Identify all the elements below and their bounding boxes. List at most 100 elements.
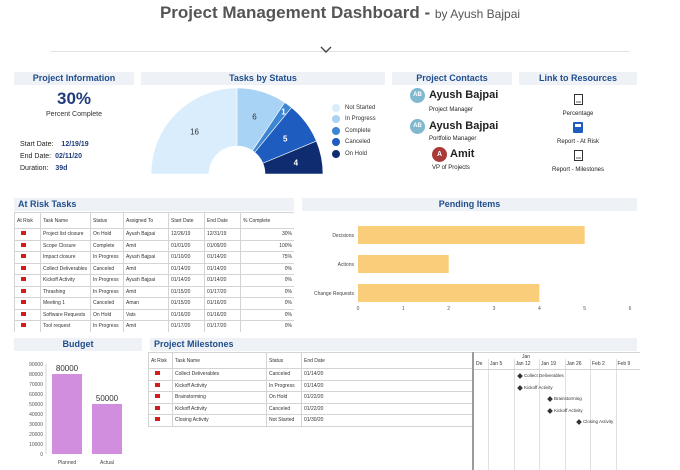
legend-label: In Progress	[345, 116, 376, 123]
table-cell: In Progress	[266, 379, 302, 392]
contacts-heading: Project Contacts	[392, 72, 512, 85]
table-cell: 100%	[240, 239, 294, 252]
legend-swatch	[332, 126, 340, 135]
status-slice-label: 1	[281, 107, 286, 116]
document-icon	[573, 94, 583, 105]
table-row[interactable]: Project list closure On Hold Ayush Bajpai 1…	[14, 228, 294, 241]
at-risk-table: At Risk Task Name Status Assigned To Start D…	[14, 212, 294, 332]
x-tick-label: 4	[538, 306, 541, 312]
table-row[interactable]: Kickoff Activity In Progress 01/14/20	[148, 379, 473, 392]
x-tick-label: 5	[583, 306, 586, 312]
table-row[interactable]: Scope Closure Complete Amit 01/01/20 01/09/2…	[14, 239, 294, 252]
budget-chart: 0 10000 20000 30000 40000 50000 60000 70000 8000…	[29, 362, 122, 466]
x-tick-label: 2	[447, 306, 450, 312]
table-cell: 01/14/20	[168, 274, 205, 287]
at-risk-cell	[14, 285, 41, 298]
flag-icon	[21, 254, 26, 259]
resource-link-percentage[interactable]: Percentage	[540, 92, 616, 117]
table-cell: 01/22/20	[301, 391, 473, 404]
table-cell: 01/15/20	[168, 297, 205, 310]
table-row[interactable]: Collect Deliverables Canceled Amit 01/14/20…	[14, 262, 294, 275]
pending-bar-decisions	[358, 226, 585, 244]
table-cell: 01/10/20	[168, 251, 205, 264]
at-risk-cell	[148, 391, 173, 404]
page-title: Project Management Dashboard - by Ayush …	[0, 3, 680, 23]
table-cell: 01/17/20	[204, 285, 241, 298]
avatar: A	[432, 147, 447, 162]
y-tick-label: 60000	[29, 392, 43, 398]
table-cell: Canceled	[90, 297, 124, 310]
contact-3[interactable]: A Amit VP of Projects	[432, 147, 522, 173]
contact-1[interactable]: AB Ayush Bajpai Project Manager	[410, 88, 520, 114]
at-risk-heading: At Risk Tasks	[14, 198, 294, 211]
y-tick-label: 50000	[29, 402, 43, 408]
at-risk-cell	[14, 297, 41, 310]
table-row[interactable]: Impact closure In Progress Ayush Bajpai 01/…	[14, 251, 294, 264]
table-cell: 0%	[240, 297, 294, 310]
category-label: Decisions	[332, 233, 354, 239]
table-cell: Closing Activity	[172, 414, 267, 427]
contact-2[interactable]: AB Ayush Bajpai Portfolio Manager	[410, 119, 520, 145]
resource-link-at-risk[interactable]: Report - At Risk	[540, 120, 616, 145]
status-slice-label: 6	[252, 113, 257, 122]
dashboard-title: Project Management Dashboard -	[159, 3, 435, 22]
table-cell: 75%	[240, 251, 294, 264]
table-cell: 01/14/20	[204, 251, 241, 264]
gantt-gridline	[615, 359, 617, 470]
milestone-diamond	[547, 407, 553, 414]
flag-icon	[155, 371, 160, 376]
resource-link-milestones[interactable]: Report - Milestones	[540, 148, 616, 173]
table-row[interactable]: Software Requests On Hold Vats 01/16/20 01/1…	[14, 308, 294, 321]
column-header: End Date	[204, 212, 241, 229]
contact-role: Portfolio Manager	[429, 136, 477, 142]
title-divider	[50, 51, 630, 52]
table-cell: Canceled	[266, 402, 302, 415]
legend-item: Canceled	[332, 137, 376, 149]
gantt-header-divider	[474, 369, 640, 370]
gantt-gridline	[488, 359, 489, 470]
table-cell: Meeting 1	[40, 297, 91, 310]
table-row[interactable]: Brainstorming On Hold 01/22/20	[148, 391, 473, 404]
budget-data-label: 50000	[96, 394, 119, 403]
table-cell: Amit	[123, 239, 169, 252]
gantt-week-label: Feb 2	[592, 361, 605, 367]
status-slice-on-hold	[262, 140, 324, 175]
table-cell: Not Started	[266, 414, 302, 427]
milestone-label: Collect Deliverables	[524, 373, 564, 378]
status-slice-label: 5	[283, 134, 288, 143]
flag-icon	[155, 417, 160, 422]
milestone-label: Closing Activity	[583, 419, 614, 424]
gantt-week-label: De	[476, 361, 483, 367]
table-row[interactable]: Meeting 1 Canceled Aman 01/15/20 01/16/20 0%	[14, 297, 294, 310]
category-label: Actual	[100, 460, 114, 466]
legend-item: On Hold	[332, 148, 376, 160]
gantt-splitter[interactable]	[472, 352, 474, 470]
table-cell: 01/14/20	[301, 368, 473, 381]
table-row[interactable]: Collect Deliverables Canceled 01/14/20	[148, 368, 473, 381]
document-icon	[573, 150, 583, 161]
resources-heading: Link to Resources	[519, 72, 637, 85]
gantt-gridline	[513, 359, 515, 470]
flag-icon	[21, 277, 26, 282]
table-row[interactable]: Tool request In Progress Amit 01/17/20 01/17…	[14, 320, 294, 332]
table-row[interactable]: Thrashing In Progress Amit 01/15/20 01/17/20…	[14, 285, 294, 298]
contact-name: Ayush Bajpai	[429, 89, 499, 101]
table-row[interactable]: Kickoff Activity Canceled 01/22/20	[148, 402, 473, 415]
at-risk-cell	[14, 228, 41, 241]
table-row[interactable]: Closing Activity Not Started 01/30/20	[148, 414, 473, 427]
table-cell: Ayush Bajpai	[123, 274, 169, 287]
status-legend: Not Started In Progress Complete Canceled On…	[332, 102, 376, 160]
project-info-heading: Project Information	[14, 72, 134, 85]
table-row[interactable]: Kickoff Activity In Progress Ayush Bajpai 0…	[14, 274, 294, 287]
pending-bar-change-requests	[358, 284, 540, 302]
column-header: Assigned To	[123, 212, 169, 229]
table-cell: 01/15/20	[168, 285, 205, 298]
start-date-value: 12/19/19	[61, 141, 89, 148]
at-risk-cell	[14, 239, 41, 252]
at-risk-cell	[148, 379, 173, 392]
contact-role: Project Manager	[429, 107, 474, 113]
legend-swatch	[332, 103, 340, 112]
chevron-down-icon[interactable]	[320, 46, 332, 54]
table-cell: Ayush Bajpai	[123, 251, 169, 264]
table-cell: Collect Deliverables	[40, 262, 91, 275]
